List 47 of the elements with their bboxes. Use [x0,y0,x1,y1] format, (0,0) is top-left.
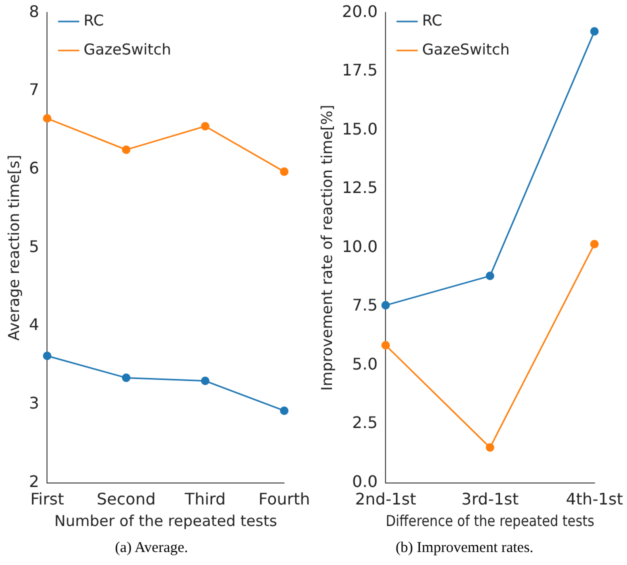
legend-label: GazeSwitch [84,40,172,58]
text: (b) Improvement rates. [396,540,534,556]
y-tick-label: 3 [28,394,40,413]
x-tick-label: Second [96,490,156,509]
y-tick-label: 17.5 [342,60,378,80]
y-axis-title: Average reaction time[s] [4,154,23,341]
point [42,352,52,360]
point [122,145,130,154]
y-axis-title: Improvement rate of reaction time[%] [318,104,336,391]
y-tick-label: 10.0 [342,236,378,256]
y-tick-label: 7 [28,80,40,100]
point [486,272,494,280]
point [200,122,210,130]
x-tick-label: 2nd-1st [355,490,416,509]
y-tick-label: 20.0 [342,2,378,21]
text: (a) Average. [114,540,188,556]
legend-label: GazeSwitch [422,40,510,58]
point [200,376,210,386]
point [486,443,494,452]
legend-label: RC [84,11,104,30]
x-tick-label: 4th-1st [566,490,623,509]
y-tick-label: 2 [28,472,40,491]
point [42,114,52,123]
x-axis-title: Number of the repeated tests [54,512,278,530]
y-tick-label: 4 [28,315,40,334]
y-tick-label: 0.0 [352,472,378,491]
x-axis-title: Difference of the repeated tests [386,513,594,530]
x-tick-label: Fourth [258,490,310,509]
point [381,341,390,350]
point [280,167,288,176]
point [122,374,130,382]
x-tick-label: First [30,490,64,509]
y-tick-label: 12.5 [342,178,378,198]
x-tick-label: Third [184,490,226,509]
point [590,240,599,248]
point [280,406,288,415]
y-tick-label: 8 [28,2,40,21]
y-tick-label: 2.5 [352,413,378,432]
y-tick-label: 5.0 [352,354,378,374]
legend-label: RC [422,11,442,30]
y-tick-label: 15.0 [342,119,378,138]
x-tick-label: 3rd-1st [461,490,519,509]
y-tick-label: 7.5 [352,296,378,315]
y-tick-label: 5 [28,236,40,256]
point [381,301,390,310]
point [590,27,599,36]
y-tick-label: 6 [28,158,40,178]
